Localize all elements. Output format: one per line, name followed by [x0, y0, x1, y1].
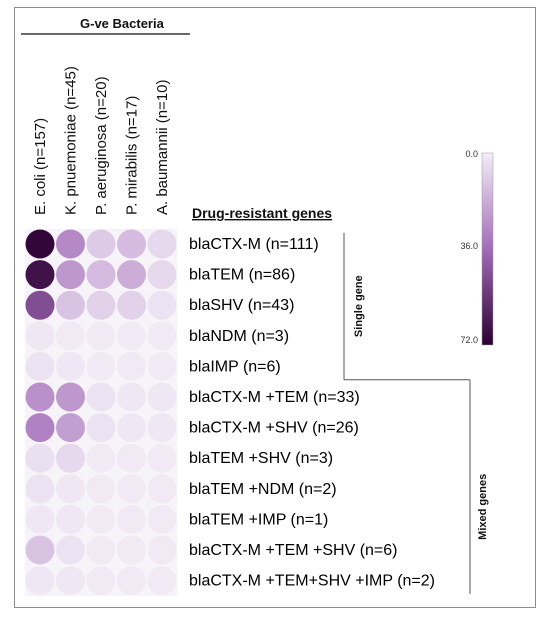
heatmap-cell	[56, 504, 85, 534]
heatmap-cell	[25, 321, 55, 351]
chart-title: G-ve Bacteria	[80, 16, 165, 31]
heatmap-cell	[25, 290, 55, 320]
heatmap-cell	[86, 413, 116, 443]
heatmap-cell	[147, 474, 177, 504]
heatmap-cell	[86, 504, 116, 534]
group-label: Single gene	[353, 275, 365, 337]
heatmap-cell	[56, 351, 85, 381]
heatmap-cell	[117, 290, 146, 320]
heatmap-cell	[147, 504, 177, 534]
figure-frame	[14, 7, 536, 608]
heatmap-cell	[117, 535, 146, 565]
row-label: blaNDM (n=3)	[189, 328, 289, 345]
heatmap-cell	[86, 260, 116, 290]
column-label: E. coli (n=157)	[32, 118, 49, 215]
heatmap-cell	[147, 290, 177, 320]
heatmap-cell	[86, 443, 116, 473]
heatmap-cell	[147, 566, 177, 596]
heatmap-cell	[56, 290, 85, 320]
heatmap-cell	[25, 382, 55, 412]
row-label: blaTEM +SHV (n=3)	[189, 450, 333, 467]
heatmap-cell	[56, 229, 85, 259]
heatmap-cell	[147, 535, 177, 565]
heatmap-cell	[147, 443, 177, 473]
heatmap-cell	[25, 260, 55, 290]
row-label: blaSHV (n=43)	[189, 297, 294, 314]
heatmap-cell	[25, 474, 55, 504]
heatmap-cell	[86, 321, 116, 351]
heatmap-cell	[147, 321, 177, 351]
heatmap-cell	[86, 566, 116, 596]
colorbar: 0.0 36.0 72.0	[460, 149, 494, 346]
heatmap-cell	[147, 382, 177, 412]
heatmap-cell	[56, 321, 85, 351]
row-label: blaCTX-M +TEM +SHV (n=6)	[189, 542, 398, 559]
heatmap-cell	[25, 566, 55, 596]
column-label: K. pnuemoniae (n=45)	[63, 66, 80, 215]
group-label: Mixed genes	[477, 474, 489, 540]
group-brackets: Single gene Mixed genes	[343, 232, 489, 594]
heatmap-cell	[56, 413, 85, 443]
column-label: P. mirabilis (n=17)	[124, 96, 141, 215]
heatmap-cell	[117, 351, 146, 381]
heatmap-cell	[86, 382, 116, 412]
heatmap-cell	[56, 443, 85, 473]
row-label: blaCTX-M +TEM (n=33)	[189, 389, 360, 406]
heatmap-cell	[86, 474, 116, 504]
heatmap-cell	[117, 474, 146, 504]
heatmap-cell	[86, 290, 116, 320]
column-labels: E. coli (n=157) K. pnuemoniae (n=45) P. ae…	[32, 66, 171, 215]
heatmap-cell	[56, 474, 85, 504]
row-label: blaTEM (n=86)	[189, 267, 295, 284]
colorbar-tick-label: 72.0	[460, 335, 478, 345]
heatmap-cell	[56, 260, 85, 290]
heatmap-cell	[86, 535, 116, 565]
heatmap-cell	[56, 535, 85, 565]
row-header: Drug-resistant genes	[192, 205, 332, 221]
heatmap-cell	[25, 413, 55, 443]
heatmap-cell	[147, 260, 177, 290]
heatmap-cell	[117, 504, 146, 534]
heatmap-cell	[117, 321, 146, 351]
heatmap-cell	[25, 443, 55, 473]
colorbar-gradient	[481, 152, 494, 346]
heatmap-cell	[147, 229, 177, 259]
heatmap-cell	[86, 229, 116, 259]
row-label: blaTEM +IMP (n=1)	[189, 511, 328, 528]
colorbar-tick-label: 36.0	[460, 241, 478, 251]
heatmap-cell	[117, 413, 146, 443]
heatmap-cell	[117, 443, 146, 473]
row-label: blaTEM +NDM (n=2)	[189, 481, 337, 498]
heatmap-cell	[25, 504, 55, 534]
heatmap-cell	[25, 229, 55, 259]
row-label: blaCTX-M +SHV (n=26)	[189, 420, 359, 437]
row-labels: blaCTX-M (n=111) blaTEM (n=86) blaSHV (n=4…	[189, 236, 435, 590]
heatmap-cell	[117, 229, 146, 259]
heatmap-cell	[147, 351, 177, 381]
heatmap-cell	[117, 382, 146, 412]
heatmap-cell	[117, 566, 146, 596]
heatmap-cell	[86, 351, 116, 381]
heatmap-cell	[25, 351, 55, 381]
colorbar-tick-label: 0.0	[465, 149, 478, 159]
row-label: blaCTX-M +TEM+SHV +IMP (n=2)	[189, 573, 435, 590]
row-label: blaIMP (n=6)	[189, 358, 281, 375]
heatmap-cell	[56, 382, 85, 412]
heatmap-cell	[117, 260, 146, 290]
column-label: A. baumannii (n=10)	[154, 79, 171, 215]
row-label: blaCTX-M (n=111)	[189, 236, 319, 253]
heatmap-cell	[56, 566, 85, 596]
heatmap-cells	[24, 228, 178, 596]
heatmap-cell	[25, 535, 55, 565]
heatmap-cell	[147, 413, 177, 443]
column-label: P. aeruginosa (n=20)	[93, 76, 110, 215]
